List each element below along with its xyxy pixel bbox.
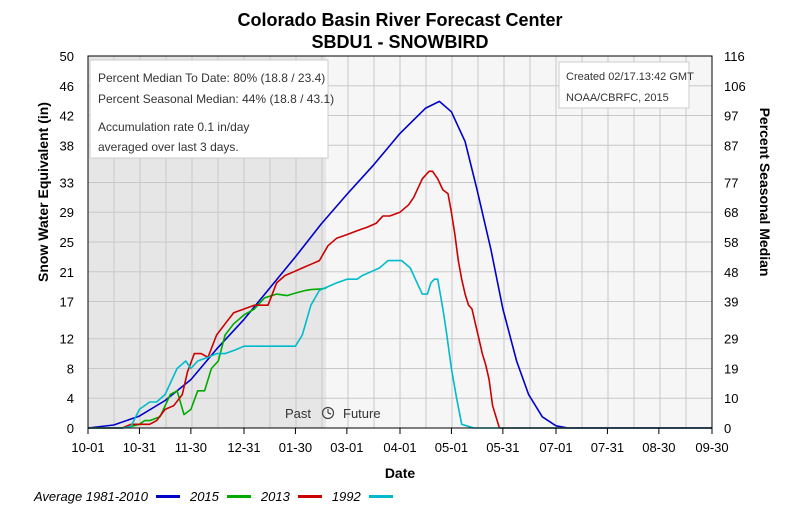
series-line-3 [88,259,712,429]
y2-axis-label: Percent Seasonal Median [757,108,773,277]
y-axis-label: Snow Water Equivalent (in) [35,102,51,282]
rate-line-1: Accumulation rate 0.1 in/day [98,120,249,134]
legend-label-1992: 1992 [331,489,361,504]
y2-tick-label: 87 [724,138,738,153]
y2-tick-label: 19 [724,361,738,376]
x-tick-label: 04-01 [383,440,416,455]
legend-item-2015: 2015 [190,489,251,504]
created-box [558,61,690,109]
y-tick-label: 25 [60,235,74,250]
x-tick-label: 03-01 [330,440,363,455]
y-tick-label: 38 [60,138,74,153]
chart-title: Colorado Basin River Forecast Center [237,10,562,30]
y2-tick-label: 39 [724,295,738,310]
x-tick-label: 07-01 [539,440,572,455]
y-tick-label: 21 [60,265,74,280]
y-tick-label: 17 [60,295,74,310]
y-tick-label: 33 [60,175,74,190]
y-tick-label: 50 [60,49,74,64]
info-box [89,59,329,159]
legend-label-2013: 2013 [260,489,290,504]
created-line-2: NOAA/CBRFC, 2015 [566,92,669,104]
x-tick-label: 10-01 [71,440,104,455]
y2-tick-label: 10 [724,391,738,406]
past-label: Past [285,406,311,421]
info-line-1: Percent Median To Date: 80% (18.8 / 23.4… [98,71,325,85]
x-tick-label: 10-31 [123,440,156,455]
x-tick-label: 11-30 [175,440,207,455]
y-tick-label: 29 [60,205,74,220]
chart-subtitle: SBDU1 - SNOWBIRD [311,32,488,52]
y-tick-label: 12 [60,332,74,347]
y-tick-label: 4 [67,391,74,406]
legend-label-2015: 2015 [189,489,219,504]
y2-tick-label: 58 [724,235,738,250]
legend-item-2013: 2013 [261,489,322,504]
legend-label-average: Average 1981-2010 [34,489,148,504]
y2-tick-label: 68 [724,205,738,220]
x-tick-label: 01-30 [279,440,312,455]
y2-tick-label: 97 [724,109,738,124]
legend: Average 1981-2010 2015 2013 1992 [34,489,403,504]
legend-swatch-2015 [226,495,251,498]
y-tick-label: 0 [67,421,74,436]
x-axis-label: Date [385,465,416,481]
series-line-2 [88,170,712,429]
series-line-1 [88,287,327,429]
series-layer [87,100,712,429]
y-tick-label: 46 [60,79,74,94]
x-tick-label: 08-30 [642,440,675,455]
clock-icon [321,406,335,420]
legend-swatch-2013 [297,495,322,498]
legend-swatch-1992 [368,495,393,498]
rate-line-2: averaged over last 3 days. [98,140,239,154]
future-label: Future [343,406,381,421]
y2-tick-label: 0 [724,421,731,436]
y-tick-label: 42 [60,109,74,124]
y2-tick-label: 29 [724,332,738,347]
x-tick-label: 05-31 [486,440,519,455]
y2-tick-label: 106 [724,79,746,94]
ticks: 10-01 10-31 11-30 12-31 01-30 03-01 04-01 05-01… [60,49,746,455]
series-line-0 [87,100,712,429]
info-line-2: Percent Seasonal Median: 44% (18.8 / 43.… [98,92,334,106]
created-line-1: Created 02/17.13:42 GMT [566,71,694,83]
plot-frame [87,55,713,429]
y2-tick-label: 116 [724,49,745,64]
y-tick-label: 8 [67,361,74,376]
x-tick-label: 07-31 [591,440,624,455]
legend-swatch-average [155,495,180,498]
x-tick-label: 09-30 [695,440,728,455]
legend-item-1992: 1992 [332,489,393,504]
x-tick-label: 05-01 [435,440,468,455]
legend-item-average: Average 1981-2010 [34,489,180,504]
y2-tick-label: 48 [724,265,738,280]
x-tick-label: 12-31 [227,440,260,455]
y2-tick-label: 77 [724,175,738,190]
